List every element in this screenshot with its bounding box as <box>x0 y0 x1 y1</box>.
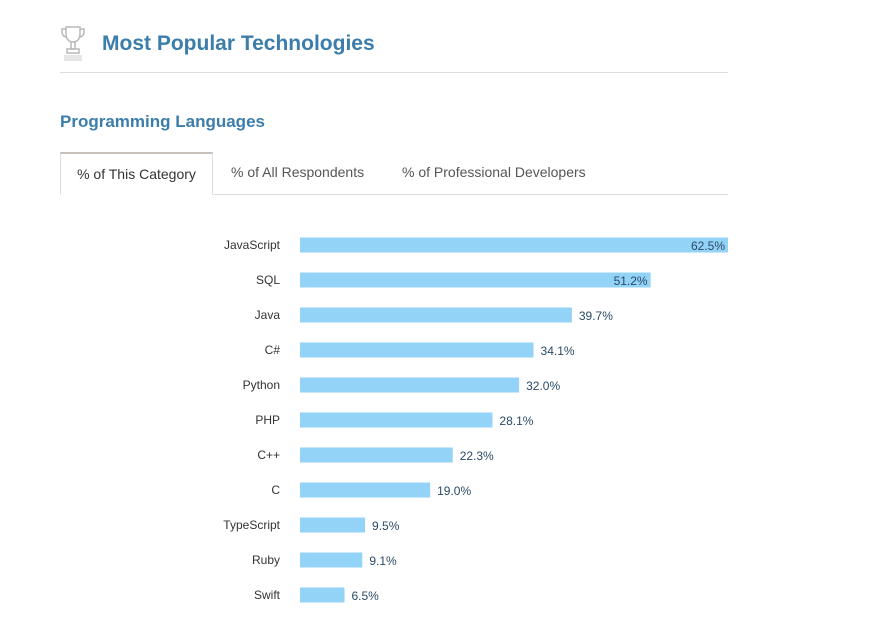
category-label-python: Python <box>243 378 280 392</box>
trophy-icon <box>61 26 85 61</box>
bar-csharp <box>300 342 534 358</box>
page-header: Most Popular Technologies <box>60 24 728 73</box>
category-label-cplusplus: C++ <box>257 448 280 462</box>
category-label-java: Java <box>255 308 281 322</box>
value-label-sql: 51.2% <box>614 274 648 288</box>
bar-sql <box>300 272 651 288</box>
tab-bar: % of This Category % of All Respondents … <box>60 152 728 195</box>
value-label-typescript: 9.5% <box>372 519 400 533</box>
bar-javascript <box>300 237 728 253</box>
section-title: Programming Languages <box>60 112 265 131</box>
value-label-java: 39.7% <box>579 309 613 323</box>
value-label-php: 28.1% <box>499 414 533 428</box>
bar-c <box>300 482 431 498</box>
category-label-php: PHP <box>255 413 280 427</box>
bar-swift <box>300 587 345 603</box>
category-label-javascript: JavaScript <box>224 238 281 252</box>
bar-python <box>300 377 520 393</box>
category-label-typescript: TypeScript <box>223 518 280 532</box>
category-label-sql: SQL <box>256 273 280 287</box>
tab-professional-developers[interactable]: % of Professional Developers <box>402 164 586 180</box>
bar-java <box>300 307 572 323</box>
page-title: Most Popular Technologies <box>102 32 375 55</box>
value-label-c: 19.0% <box>437 484 471 498</box>
category-label-swift: Swift <box>254 588 281 602</box>
value-label-csharp: 34.1% <box>541 344 575 358</box>
value-label-cplusplus: 22.3% <box>460 449 494 463</box>
value-label-python: 32.0% <box>526 379 560 393</box>
bar-typescript <box>300 517 366 533</box>
value-label-ruby: 9.1% <box>369 554 397 568</box>
bar-php <box>300 412 493 428</box>
tab-this-category[interactable]: % of This Category <box>60 152 213 195</box>
category-label-ruby: Ruby <box>252 553 280 567</box>
value-label-swift: 6.5% <box>352 589 380 603</box>
category-label-csharp: C# <box>265 343 281 357</box>
bar-ruby <box>300 552 363 568</box>
bar-cplusplus <box>300 447 453 463</box>
tab-all-respondents[interactable]: % of All Respondents <box>231 164 365 180</box>
value-label-javascript: 62.5% <box>691 239 725 253</box>
category-label-c: C <box>271 483 280 497</box>
